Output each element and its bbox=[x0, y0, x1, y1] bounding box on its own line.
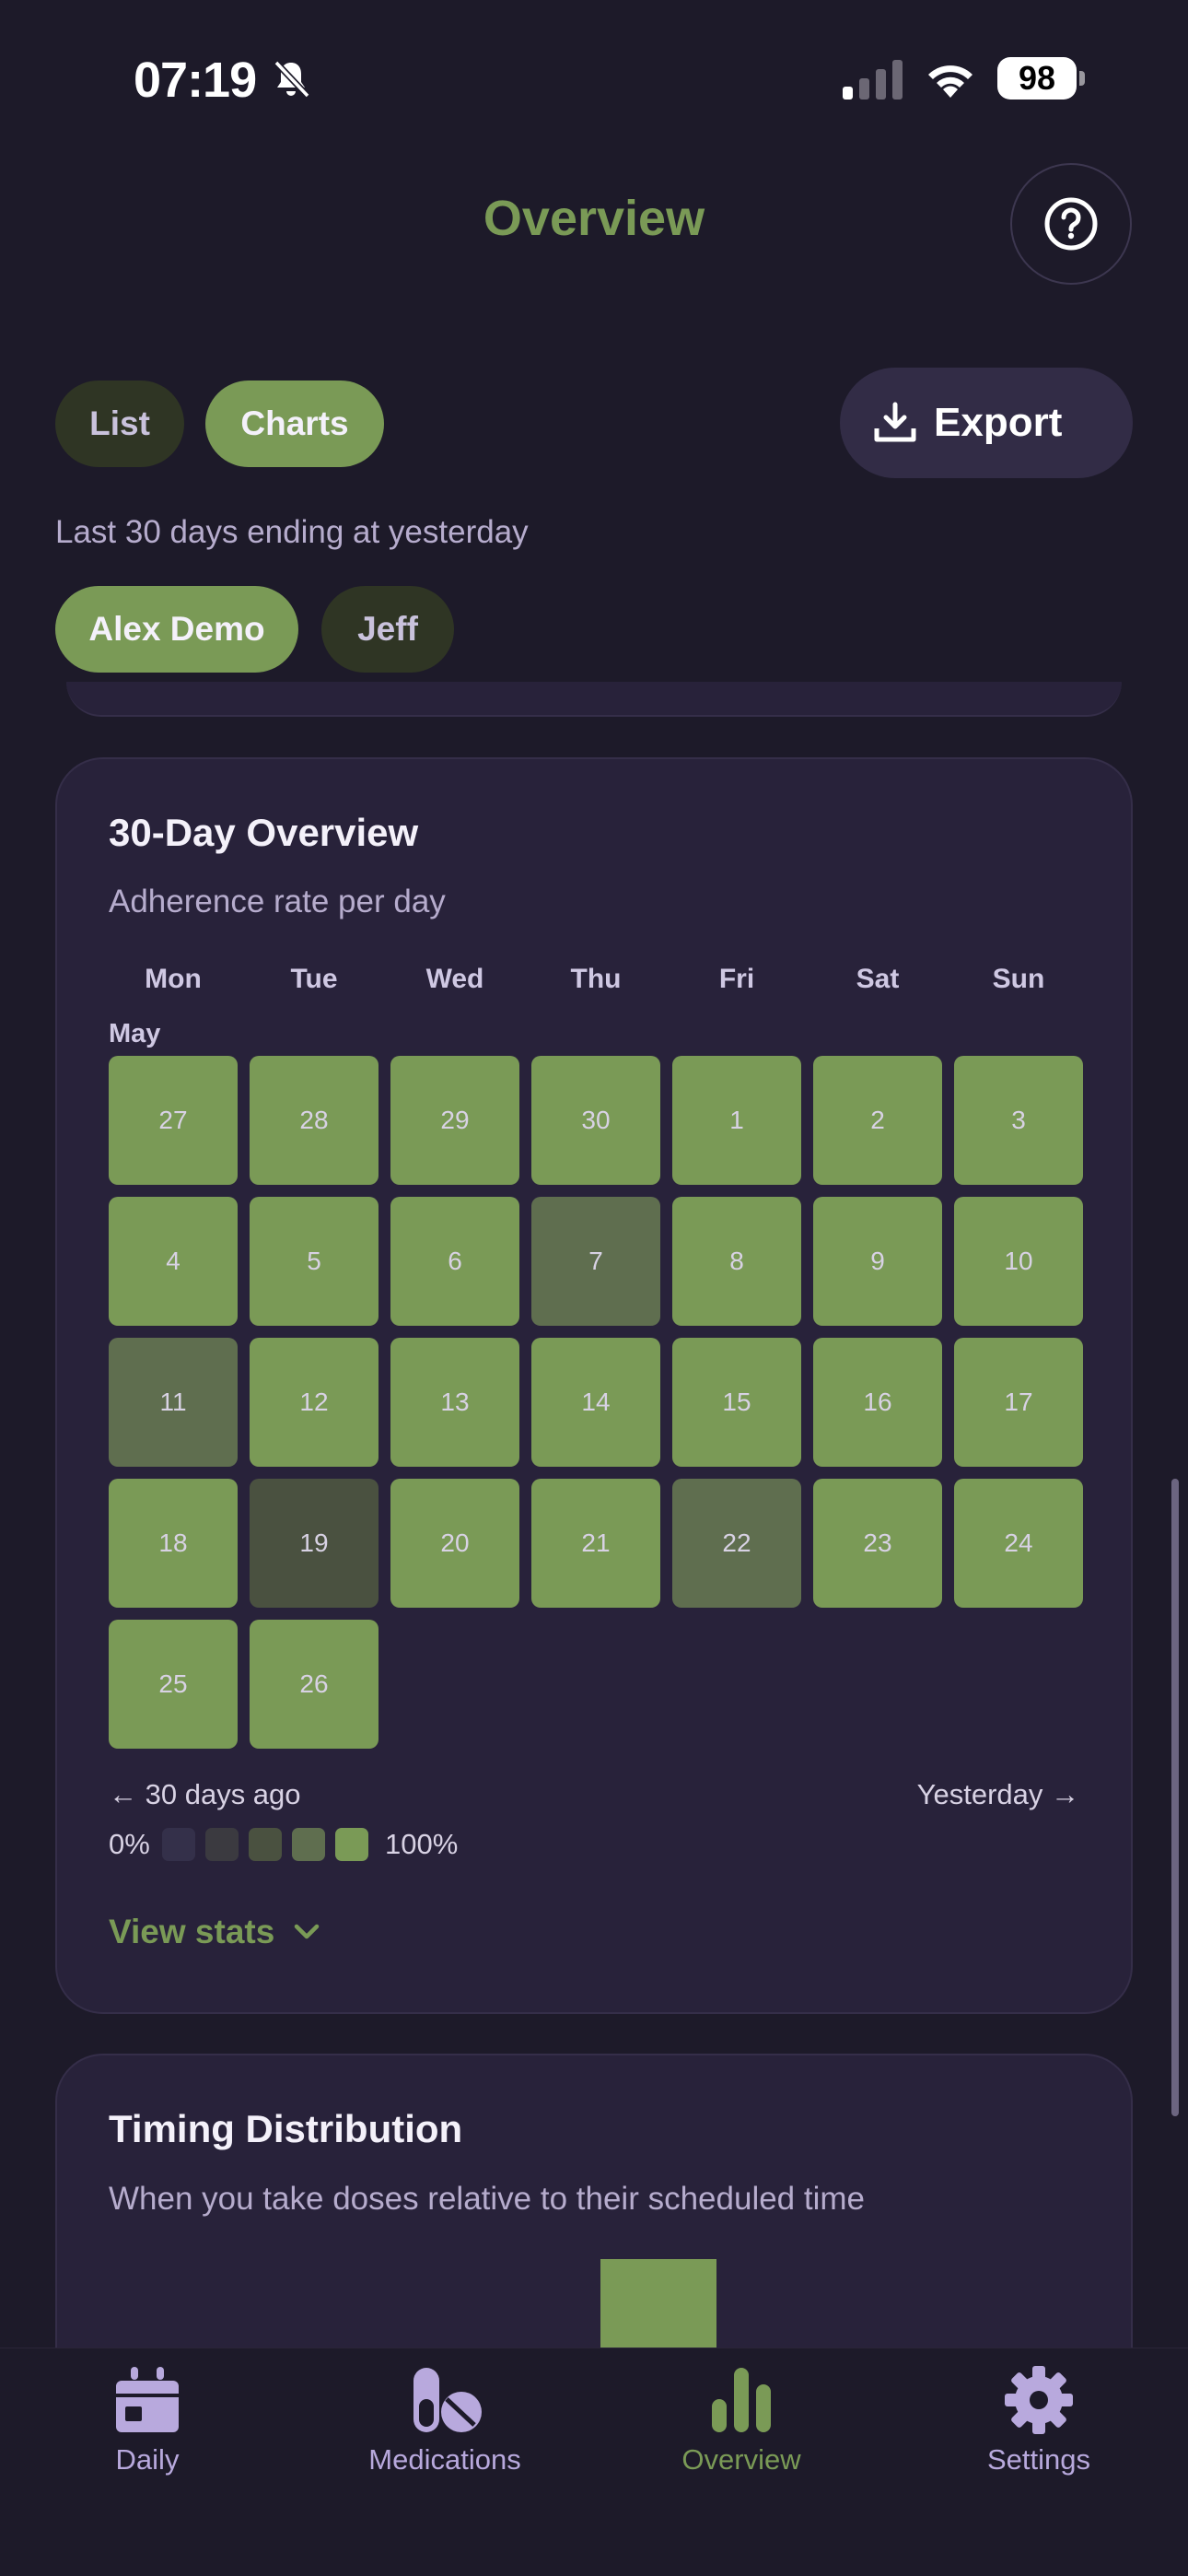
calendar-day-cell[interactable]: 11 bbox=[109, 1338, 238, 1467]
calendar-day-cell[interactable]: 14 bbox=[531, 1338, 660, 1467]
calendar-day-cell[interactable]: 23 bbox=[813, 1479, 942, 1608]
legend-swatch bbox=[335, 1828, 368, 1861]
calendar-day-cell[interactable]: 26 bbox=[250, 1620, 379, 1749]
gear-icon bbox=[1005, 2366, 1073, 2434]
calendar-day-cell[interactable]: 19 bbox=[250, 1479, 379, 1608]
calendar-day-cell[interactable]: 21 bbox=[531, 1479, 660, 1608]
legend-max-label: 100% bbox=[385, 1828, 459, 1860]
cellular-signal-icon bbox=[843, 60, 903, 100]
calendar-day-cell[interactable]: 30 bbox=[531, 1056, 660, 1185]
calendar-day-cell[interactable]: 24 bbox=[954, 1479, 1083, 1608]
weekday-label: Wed bbox=[425, 964, 484, 994]
calendar-day-cell[interactable]: 10 bbox=[954, 1197, 1083, 1326]
nav-label-settings: Settings bbox=[986, 2443, 1090, 2476]
legend-swatch bbox=[162, 1828, 195, 1861]
timing-bar bbox=[600, 2259, 716, 2360]
weekday-label: Thu bbox=[570, 964, 622, 994]
calendar-icon bbox=[116, 2367, 179, 2432]
legend-swatch bbox=[205, 1828, 239, 1861]
calendar-day-cell[interactable]: 25 bbox=[109, 1620, 238, 1749]
weekday-label: Mon bbox=[145, 964, 202, 994]
calendar-day-cell[interactable]: 5 bbox=[250, 1197, 379, 1326]
calendar-day-cell[interactable]: 2 bbox=[813, 1056, 942, 1185]
nav-label-daily: Daily bbox=[115, 2443, 180, 2476]
nav-overview[interactable]: Overview bbox=[631, 2364, 852, 2476]
bottom-nav bbox=[0, 2348, 1188, 2576]
page-title: Overview bbox=[483, 191, 705, 246]
legend-min-label: 0% bbox=[109, 1828, 150, 1860]
weekday-label: Tue bbox=[290, 964, 338, 994]
range-end-label: Yesterday → bbox=[916, 1778, 1079, 1810]
timing-card-subtitle: When you take doses relative to their sc… bbox=[109, 2181, 865, 2217]
calendar-day-cell[interactable]: 3 bbox=[954, 1056, 1083, 1185]
calendar-day-cell[interactable]: 12 bbox=[250, 1338, 379, 1467]
range-start-label: ← 30 days ago bbox=[109, 1778, 301, 1810]
nav-medications[interactable]: Medications bbox=[334, 2364, 555, 2476]
pills-icon bbox=[413, 2368, 482, 2432]
bell-muted-icon bbox=[274, 60, 310, 99]
calendar-day-cell[interactable]: 8 bbox=[672, 1197, 801, 1326]
scrollbar[interactable] bbox=[1171, 1479, 1179, 2116]
calendar-day-cell[interactable]: 4 bbox=[109, 1197, 238, 1326]
calendar-day-cell[interactable]: 18 bbox=[109, 1479, 238, 1608]
overview-card-title: 30-Day Overview bbox=[109, 811, 419, 854]
timing-card-title: Timing Distribution bbox=[109, 2107, 463, 2150]
download-icon bbox=[874, 402, 916, 442]
battery-indicator: 98 bbox=[997, 57, 1077, 100]
weekday-label: Sat bbox=[856, 964, 900, 994]
calendar-day-cell[interactable]: 28 bbox=[250, 1056, 379, 1185]
view-stats-toggle[interactable]: View stats bbox=[109, 1913, 322, 1951]
tab-charts[interactable]: Charts bbox=[205, 381, 384, 467]
calendar-day-cell[interactable]: 15 bbox=[672, 1338, 801, 1467]
help-button[interactable] bbox=[1010, 163, 1132, 285]
wifi-icon bbox=[928, 65, 973, 98]
calendar-day-cell[interactable]: 27 bbox=[109, 1056, 238, 1185]
calendar-day-cell[interactable]: 13 bbox=[390, 1338, 519, 1467]
calendar-day-cell[interactable]: 20 bbox=[390, 1479, 519, 1608]
calendar-day-cell[interactable]: 9 bbox=[813, 1197, 942, 1326]
calendar-day-cell[interactable]: 17 bbox=[954, 1338, 1083, 1467]
legend-swatch bbox=[249, 1828, 282, 1861]
question-circle-icon bbox=[1044, 197, 1098, 251]
person-chip-jeff[interactable]: Jeff bbox=[321, 586, 454, 673]
nav-daily[interactable]: Daily bbox=[37, 2364, 258, 2476]
weekday-label: Sun bbox=[992, 964, 1045, 994]
weekday-label: Fri bbox=[718, 964, 755, 994]
calendar-day-cell[interactable]: 29 bbox=[390, 1056, 519, 1185]
calendar-day-cell[interactable]: 7 bbox=[531, 1197, 660, 1326]
chevron-down-icon bbox=[295, 1924, 320, 1939]
export-label: Export bbox=[934, 400, 1063, 445]
nav-label-medications: Medications bbox=[368, 2443, 521, 2476]
tab-list[interactable]: List bbox=[55, 381, 184, 467]
person-chip-alex-demo[interactable]: Alex Demo bbox=[55, 586, 298, 673]
calendar-day-cell[interactable]: 22 bbox=[672, 1479, 801, 1608]
calendar-day-cell[interactable]: 16 bbox=[813, 1338, 942, 1467]
legend-swatch bbox=[292, 1828, 325, 1861]
view-stats-label: View stats bbox=[109, 1913, 275, 1950]
overview-card-subtitle: Adherence rate per day bbox=[109, 884, 446, 919]
calendar-day-cell[interactable]: 6 bbox=[390, 1197, 519, 1326]
bar-chart-icon bbox=[712, 2368, 771, 2432]
battery-nub bbox=[1079, 71, 1085, 86]
nav-settings[interactable]: Settings bbox=[928, 2364, 1149, 2476]
calendar-day-cell[interactable]: 1 bbox=[672, 1056, 801, 1185]
export-button[interactable]: Export bbox=[840, 368, 1133, 478]
date-range-text: Last 30 days ending at yesterday bbox=[55, 514, 529, 550]
month-label: May bbox=[109, 1019, 161, 1048]
previous-card-edge bbox=[66, 682, 1122, 717]
nav-label-overview: Overview bbox=[681, 2443, 801, 2476]
status-time: 07:19 bbox=[134, 53, 257, 108]
